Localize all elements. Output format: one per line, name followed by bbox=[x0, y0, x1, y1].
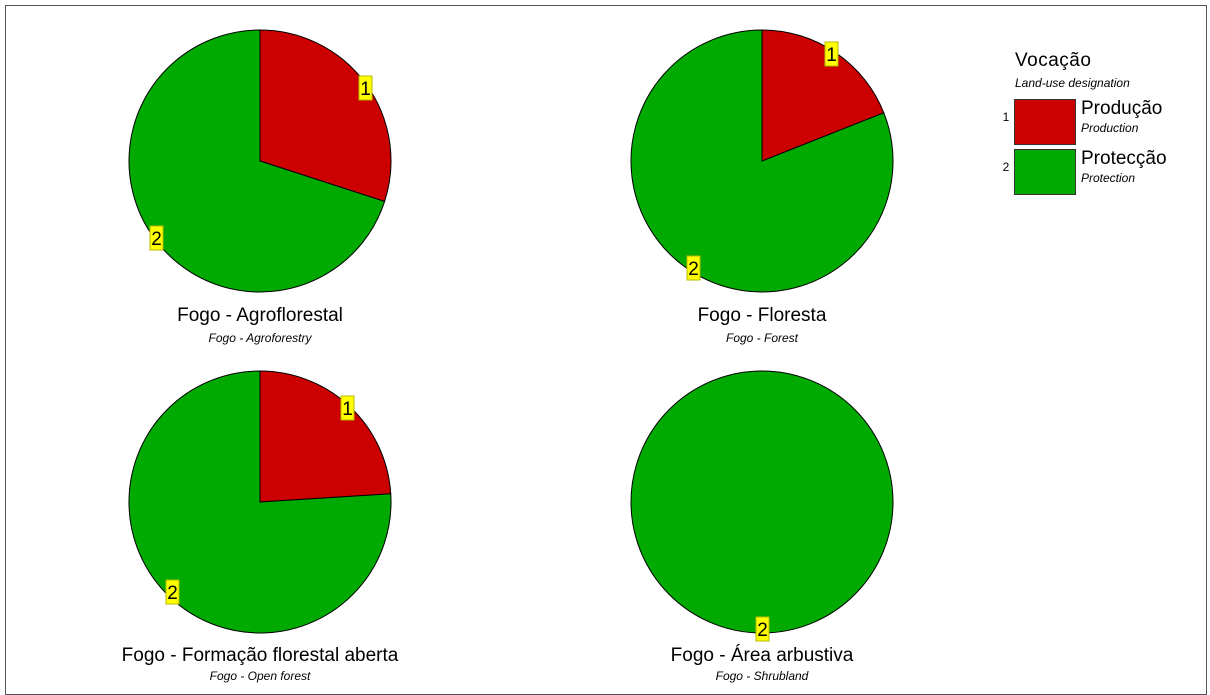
pie-subtitle: Fogo - Open forest bbox=[210, 669, 311, 683]
legend-subtitle: Land-use designation bbox=[1015, 76, 1130, 90]
slice-label: 1 bbox=[342, 399, 353, 420]
slice-label: 1 bbox=[360, 79, 371, 100]
slice-label: 2 bbox=[151, 229, 162, 250]
slice-label-box bbox=[149, 225, 164, 251]
slice-label-box bbox=[824, 41, 839, 67]
slice-label-box bbox=[340, 395, 355, 421]
pie-charts: 1 2 Fogo - Agroflorestal Fogo - Agroforestr… bbox=[122, 29, 894, 683]
pie-title: Fogo - Agroflorestal bbox=[177, 305, 343, 326]
pie-slice-2 bbox=[630, 370, 894, 634]
slice-label: 2 bbox=[757, 620, 768, 641]
slice-label: 1 bbox=[826, 45, 837, 66]
pie-slice-1 bbox=[259, 370, 392, 503]
legend-item-label: Protecção bbox=[1081, 148, 1167, 169]
pie-subtitle: Fogo - Agroforestry bbox=[209, 331, 313, 345]
slice-label-box bbox=[755, 616, 770, 642]
slice-label: 2 bbox=[688, 259, 699, 280]
legend-item-sublabel: Production bbox=[1081, 121, 1139, 135]
legend-item-label: Produção bbox=[1081, 98, 1163, 119]
legend-item-production: 1 Produção Production bbox=[1000, 90, 1200, 145]
legend-item-number: 1 bbox=[1002, 110, 1010, 124]
legend-item-sublabel: Protection bbox=[1081, 171, 1136, 185]
legend-swatch-protection bbox=[1014, 149, 1076, 195]
pie-subtitle: Fogo - Forest bbox=[726, 331, 799, 345]
pie-title: Fogo - Formação florestal aberta bbox=[122, 645, 399, 666]
pie-subtitle: Fogo - Shrubland bbox=[716, 669, 809, 683]
legend-title: Vocação bbox=[1015, 50, 1092, 71]
legend: Vocação Land-use designation 1 Produção … bbox=[1000, 50, 1200, 195]
slice-label: 2 bbox=[167, 583, 178, 604]
pie-title: Fogo - Área arbustiva bbox=[671, 645, 854, 666]
slice-label-box bbox=[686, 255, 701, 281]
legend-item-protection: 2 Protecção Protection bbox=[1000, 140, 1200, 195]
pie-title: Fogo - Floresta bbox=[698, 305, 827, 326]
legend-item-number: 2 bbox=[1002, 160, 1010, 174]
slice-label-box bbox=[358, 75, 373, 101]
slice-label-box bbox=[165, 579, 180, 605]
legend-swatch-production bbox=[1014, 99, 1076, 145]
